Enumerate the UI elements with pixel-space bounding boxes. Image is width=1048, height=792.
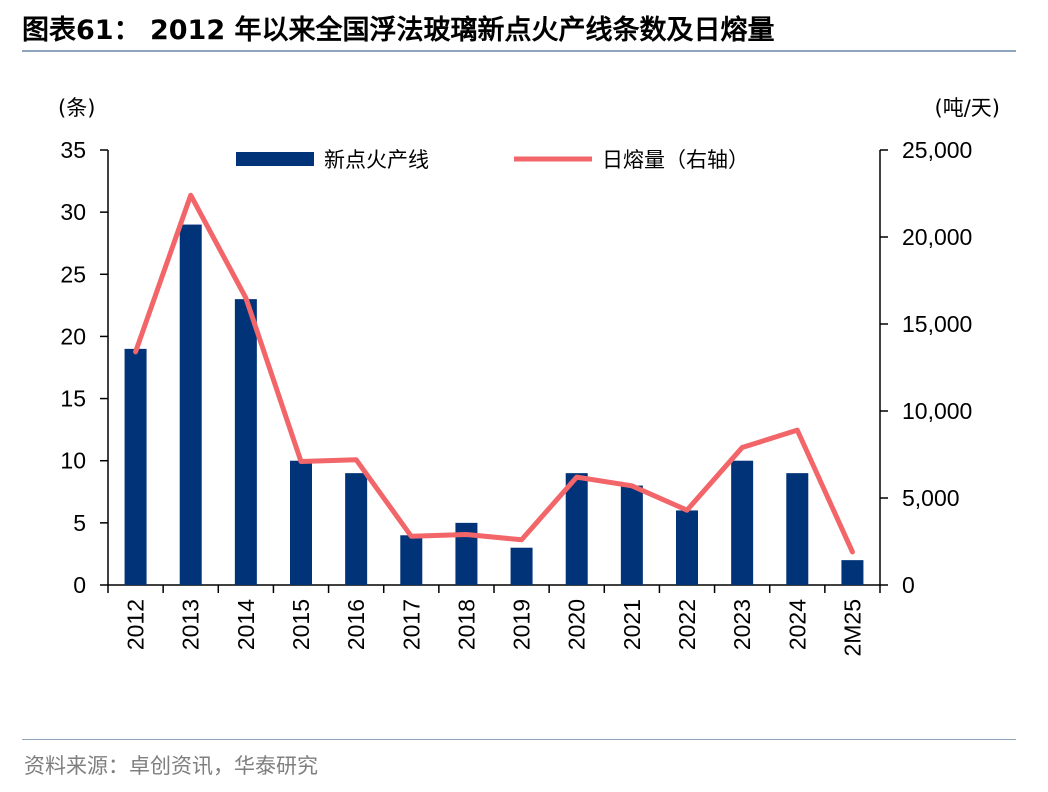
x-category-label: 2015 — [288, 599, 314, 650]
bar-2024 — [786, 473, 809, 585]
bar-2013 — [179, 224, 202, 586]
x-category-label: 2019 — [509, 599, 535, 650]
bar-2015 — [290, 460, 312, 585]
x-category-label: 2M25 — [839, 599, 865, 657]
bar-2012 — [124, 348, 147, 585]
x-category-label: 2014 — [233, 599, 259, 650]
chart: 0 5 10 15 20 25 30 35 0 5,000 10,000 15,000 20,000 25… — [58, 96, 1000, 657]
right-tick-label: 5,000 — [902, 485, 960, 511]
x-category-label: 2021 — [619, 599, 645, 650]
line-series — [133, 192, 855, 555]
axes — [100, 149, 888, 593]
source-divider — [22, 739, 1016, 740]
left-tick-label: 5 — [73, 510, 86, 536]
bar-2021 — [620, 485, 643, 585]
melt-volume-line — [133, 192, 855, 555]
bar-2022 — [676, 510, 698, 585]
left-tick-label: 25 — [60, 261, 86, 287]
x-category-label: 2020 — [564, 599, 590, 650]
left-axis-unit: (条) — [58, 96, 95, 120]
bar-2020 — [565, 473, 588, 585]
bar-2014 — [234, 299, 257, 585]
right-tick-label: 20,000 — [902, 224, 972, 250]
title-divider — [22, 50, 1016, 52]
x-category-label: 2023 — [729, 599, 755, 650]
legend-bar-label: 新点火产线 — [324, 148, 429, 172]
bar-2M25 — [841, 560, 864, 585]
legend: 新点火产线 日熔量（右轴） — [236, 148, 749, 172]
bar-2023 — [731, 460, 754, 585]
right-tick-label: 15,000 — [902, 311, 972, 337]
left-tick-label: 10 — [60, 448, 86, 474]
x-category-label: 2022 — [674, 599, 700, 650]
right-axis-unit: (吨/天) — [935, 96, 1000, 120]
x-category-label: 2017 — [398, 599, 424, 650]
figure-title: 图表61： 2012 年以来全国浮法玻璃新点火产线条数及日熔量 — [22, 15, 775, 46]
bar-2016 — [345, 473, 368, 585]
right-tick-label: 25,000 — [902, 137, 972, 163]
tick-labels: 0 5 10 15 20 25 30 35 0 5,000 10,000 15,000 20,000 25… — [58, 96, 1000, 657]
right-tick-label: 0 — [902, 572, 915, 598]
bar-series — [124, 224, 864, 586]
bar-2017 — [400, 535, 423, 585]
x-category-label: 2016 — [343, 599, 369, 650]
left-tick-label: 20 — [60, 323, 86, 349]
x-category-label: 2012 — [123, 599, 149, 650]
left-tick-label: 15 — [60, 386, 86, 412]
source-note: 资料来源：卓创资讯，华泰研究 — [24, 754, 318, 778]
right-tick-label: 10,000 — [902, 398, 972, 424]
bar-2019 — [510, 547, 533, 585]
x-category-label: 2024 — [784, 599, 810, 650]
legend-line-label: 日熔量（右轴） — [602, 148, 749, 172]
legend-bar-swatch — [236, 152, 314, 166]
left-tick-label: 0 — [73, 572, 86, 598]
x-category-label: 2018 — [453, 599, 479, 650]
x-category-label: 2013 — [178, 599, 204, 650]
left-tick-label: 30 — [60, 199, 86, 225]
bar-2018 — [455, 522, 478, 585]
left-tick-label: 35 — [60, 137, 86, 163]
